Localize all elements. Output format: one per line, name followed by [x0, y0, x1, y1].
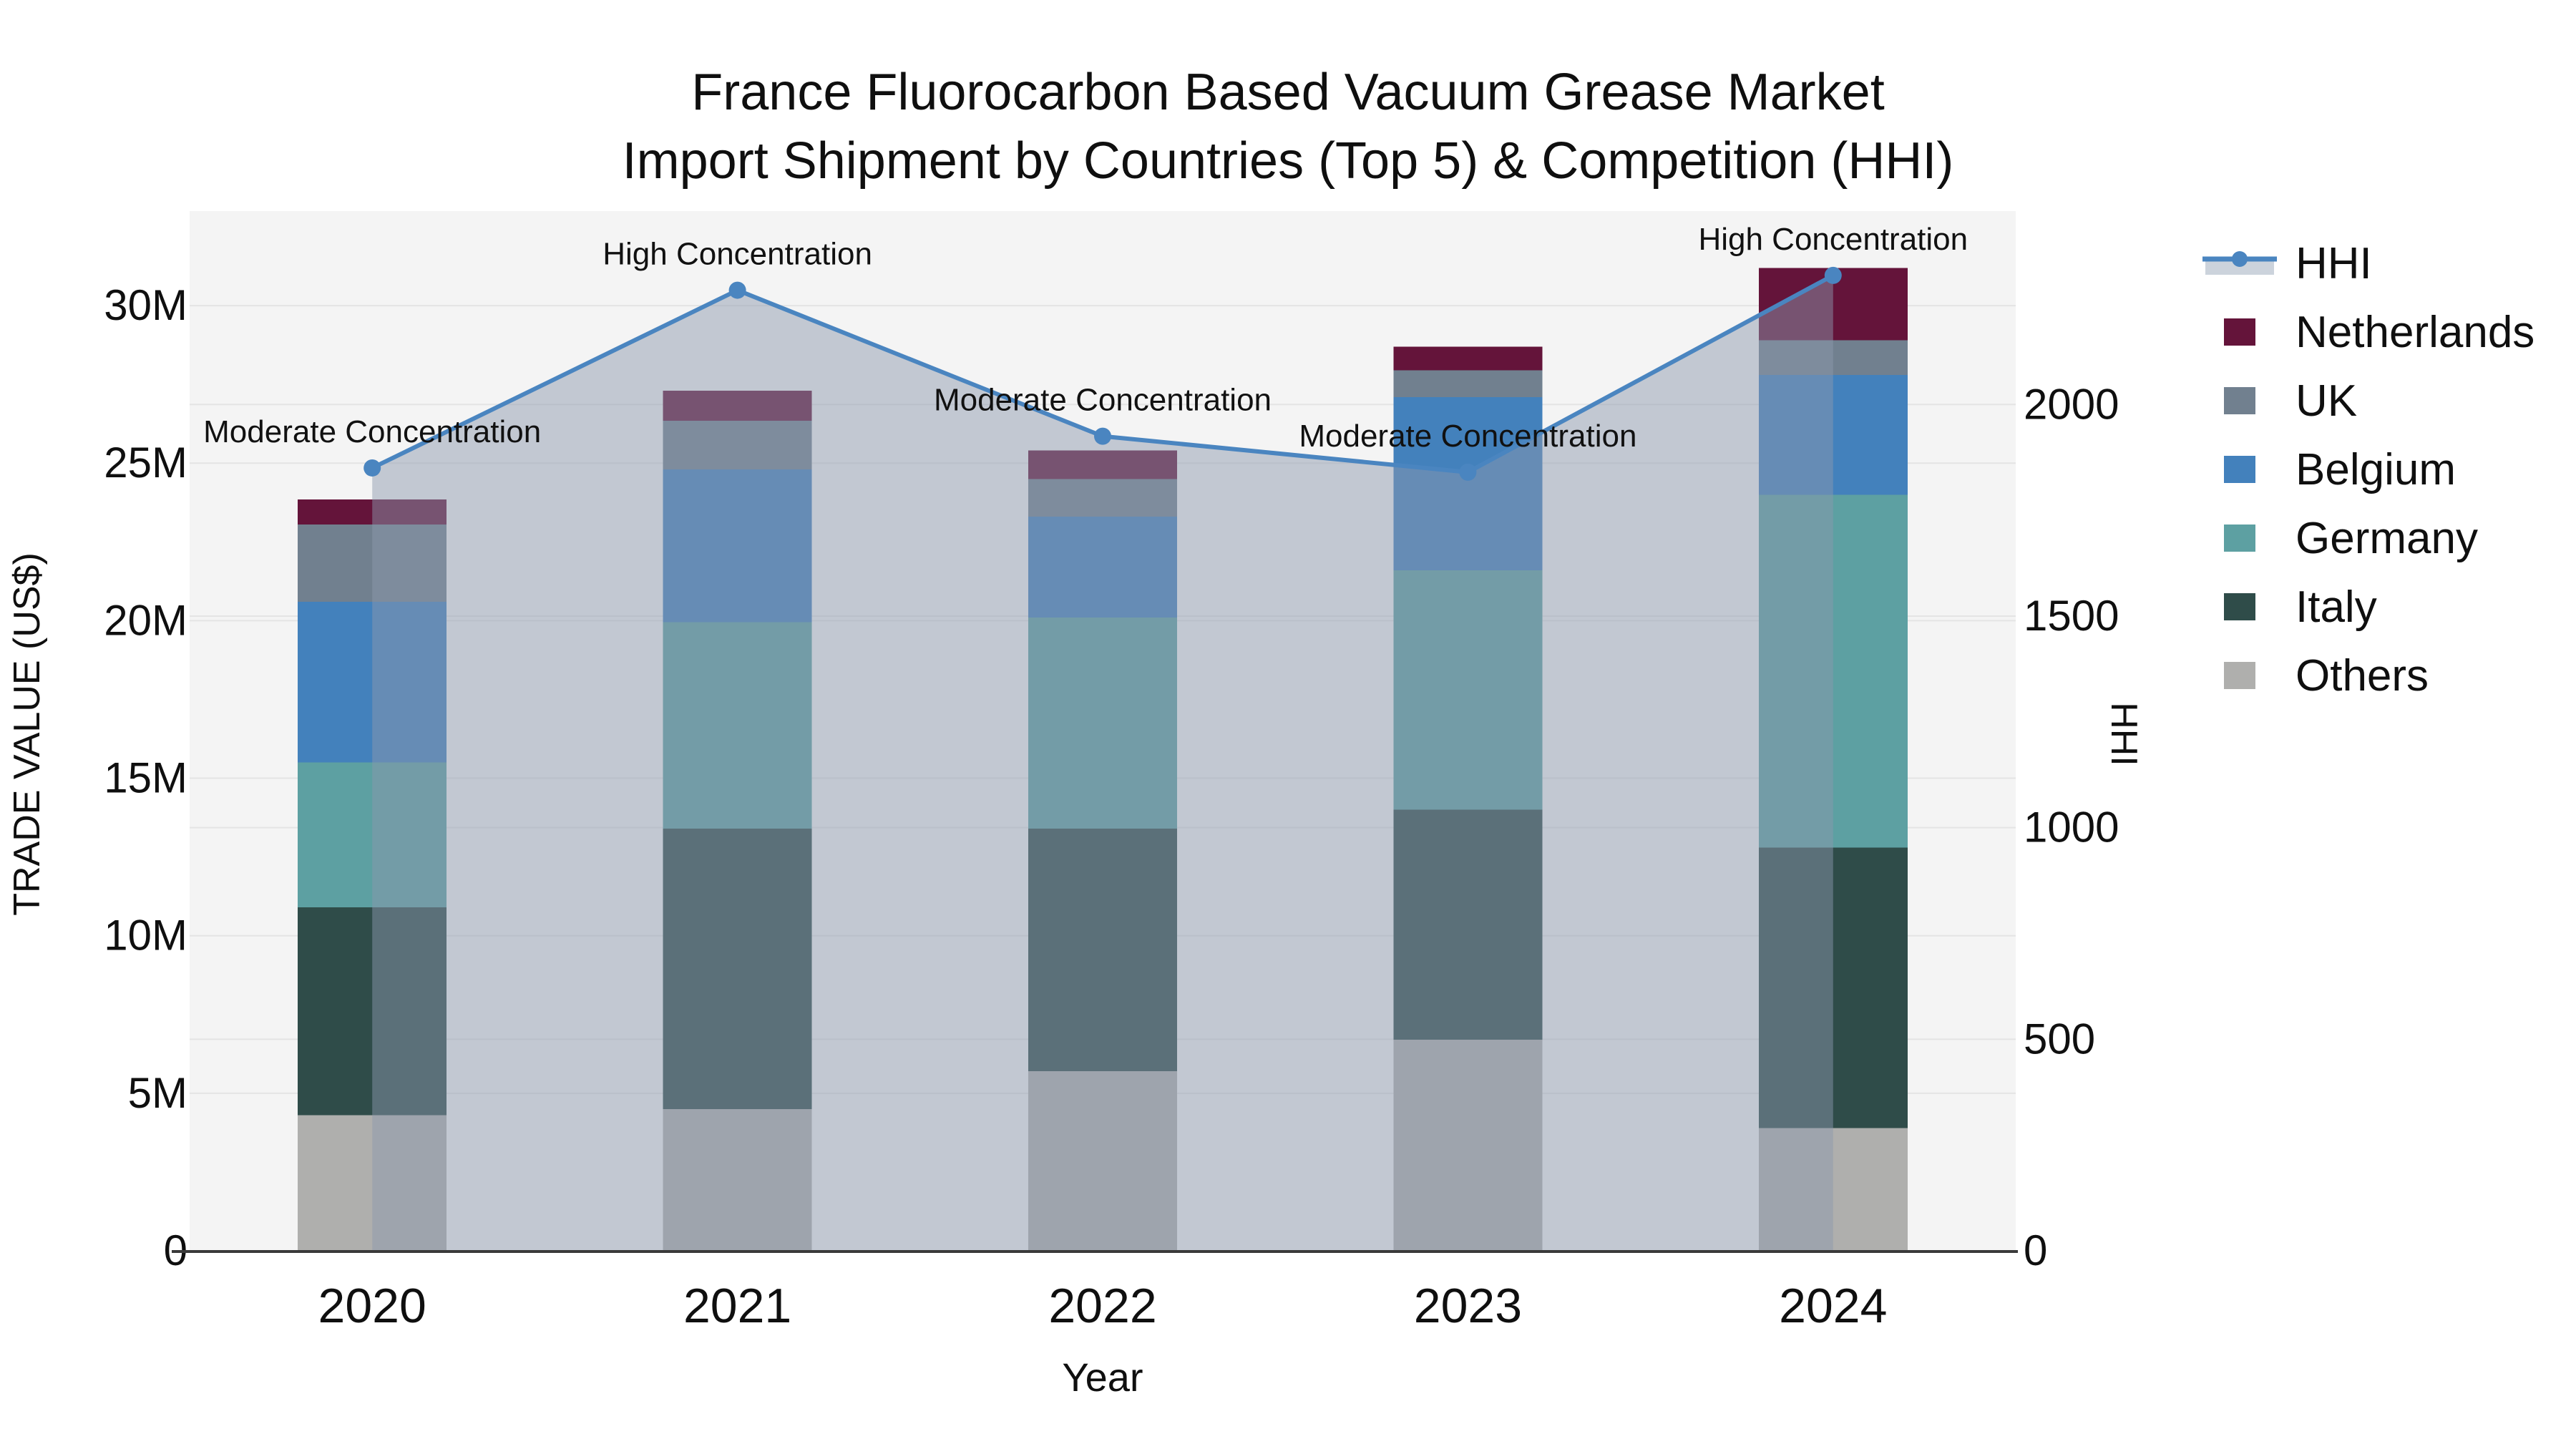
y-left-tick-10M: 10M: [104, 912, 187, 960]
x-tick-2023: 2023: [1414, 1279, 1522, 1333]
x-axis-title: Year: [1062, 1355, 1143, 1400]
bar-segment-2024-italy[interactable]: [1758, 847, 1908, 1128]
legend-item-italy[interactable]: Italy: [2197, 572, 2534, 641]
annotation-2024: High Concentration: [1698, 222, 1968, 257]
bar-segment-2020-germany[interactable]: [298, 762, 447, 908]
y-right-tick-2000: 2000: [2024, 380, 2119, 428]
bar-segment-2020-belgium[interactable]: [298, 601, 447, 763]
legend-swatch-icon: [2197, 662, 2283, 689]
x-tick-2020: 2020: [318, 1279, 426, 1333]
hhi-marker-2021[interactable]: [728, 281, 746, 299]
bar-segment-2022-belgium[interactable]: [1028, 517, 1177, 618]
legend-label: UK: [2296, 376, 2358, 426]
annotation-2020: Moderate Concentration: [203, 414, 541, 449]
legend-item-others[interactable]: Others: [2197, 641, 2534, 710]
annotation-2023: Moderate Concentration: [1299, 419, 1636, 454]
bar-segment-2022-uk[interactable]: [1028, 479, 1177, 517]
bar-segment-2020-uk[interactable]: [298, 525, 447, 602]
legend-item-uk[interactable]: UK: [2197, 366, 2534, 435]
y-right-tick-1500: 1500: [2024, 592, 2119, 640]
y-left-tick-25M: 25M: [104, 439, 187, 487]
bar-segment-2024-belgium[interactable]: [1758, 374, 1908, 495]
legend-swatch-icon: [2197, 456, 2283, 483]
x-tick-2024: 2024: [1779, 1279, 1887, 1333]
legend-swatch-icon: [2197, 593, 2283, 620]
annotation-2022: Moderate Concentration: [934, 383, 1272, 418]
y-right-tick-500: 500: [2024, 1015, 2095, 1063]
y-left-tick-15M: 15M: [104, 754, 187, 802]
legend-item-netherlands[interactable]: Netherlands: [2197, 298, 2534, 366]
legend-item-germany[interactable]: Germany: [2197, 504, 2534, 572]
bar-segment-2020-italy[interactable]: [298, 907, 447, 1116]
x-tick-2021: 2021: [683, 1279, 791, 1333]
legend-label: Italy: [2296, 582, 2377, 632]
legend-swatch-icon: [2197, 387, 2283, 414]
y-left-tick-5M: 5M: [128, 1069, 187, 1117]
legend-item-belgium[interactable]: Belgium: [2197, 435, 2534, 504]
legend-label: Others: [2296, 650, 2429, 701]
bar-segment-2023-others[interactable]: [1393, 1039, 1543, 1251]
bar-segment-2024-germany[interactable]: [1758, 494, 1908, 848]
bar-segment-2022-italy[interactable]: [1028, 828, 1177, 1072]
bar-segment-2022-netherlands[interactable]: [1028, 450, 1177, 479]
legend-swatch-icon: [2197, 525, 2283, 552]
bar-segment-2021-uk[interactable]: [663, 420, 812, 470]
bar-segment-2023-belgium[interactable]: [1393, 396, 1543, 570]
y-left-axis-title: TRADE VALUE (US$): [6, 552, 48, 916]
chart-title-line1: France Fluorocarbon Based Vacuum Grease …: [691, 64, 1885, 121]
legend-item-hhi[interactable]: HHI: [2197, 229, 2534, 298]
legend: HHI Netherlands UK Belgium Germany Italy Other…: [2197, 229, 2534, 710]
legend-label: HHI: [2296, 238, 2372, 288]
bar-segment-2023-uk[interactable]: [1393, 370, 1543, 397]
bar-segment-2022-germany[interactable]: [1028, 617, 1177, 829]
hhi-area-fill: [372, 275, 1833, 1252]
bar-segment-2021-others[interactable]: [663, 1108, 812, 1251]
hhi-marker-2022[interactable]: [1094, 427, 1111, 445]
bar-segment-2023-netherlands[interactable]: [1393, 346, 1543, 371]
hhi-marker-2023[interactable]: [1459, 463, 1477, 481]
y-right-tick-0: 0: [2024, 1226, 2047, 1274]
bar-segment-2024-uk[interactable]: [1758, 340, 1908, 375]
y-right-axis-title: HHI: [2103, 702, 2145, 766]
legend-label: Germany: [2296, 513, 2478, 563]
legend-swatch-icon: [2197, 318, 2283, 346]
hhi-line-icon: [2197, 243, 2283, 283]
legend-label: Belgium: [2296, 444, 2456, 494]
bar-segment-2023-italy[interactable]: [1393, 809, 1543, 1040]
bar-segment-2021-belgium[interactable]: [663, 469, 812, 623]
bar-segment-2020-others[interactable]: [298, 1115, 447, 1251]
bar-segment-2021-netherlands[interactable]: [663, 390, 812, 421]
y-right-tick-1000: 1000: [2024, 804, 2119, 852]
chart-title-line2: Import Shipment by Countries (Top 5) & C…: [622, 132, 1954, 190]
x-tick-2022: 2022: [1048, 1279, 1156, 1333]
annotation-2021: High Concentration: [602, 237, 872, 272]
y-left-tick-30M: 30M: [104, 281, 187, 329]
bar-segment-2024-others[interactable]: [1758, 1128, 1908, 1251]
bar-segment-2023-germany[interactable]: [1393, 570, 1543, 810]
bar-segment-2021-italy[interactable]: [663, 828, 812, 1109]
bar-segment-2020-netherlands[interactable]: [298, 499, 447, 525]
bar-segment-2021-germany[interactable]: [663, 622, 812, 829]
y-left-tick-20M: 20M: [104, 596, 187, 644]
hhi-marker-2020[interactable]: [364, 459, 381, 477]
bar-segment-2022-others[interactable]: [1028, 1071, 1177, 1251]
hhi-marker-2024[interactable]: [1824, 266, 1842, 284]
legend-label: Netherlands: [2296, 307, 2535, 357]
